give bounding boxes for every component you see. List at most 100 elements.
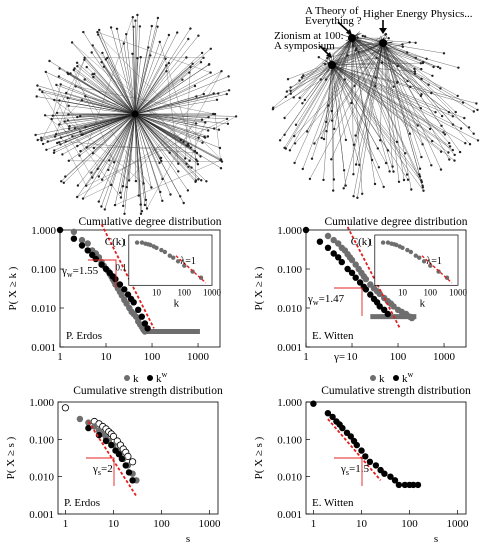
network-node bbox=[40, 136, 43, 139]
network-edge bbox=[331, 62, 423, 66]
network-node bbox=[76, 195, 79, 199]
network-node bbox=[475, 102, 478, 105]
network-node bbox=[76, 65, 79, 68]
network-node bbox=[197, 136, 200, 139]
network-node bbox=[202, 92, 205, 96]
inset-x-tick-label: 100 bbox=[178, 287, 192, 297]
network-edge bbox=[351, 37, 432, 94]
network-edge bbox=[80, 113, 136, 152]
inset-x-axis-label: k bbox=[420, 297, 426, 309]
y-tick-label: 0.100 bbox=[29, 434, 54, 446]
network-node bbox=[322, 137, 326, 141]
network-node bbox=[430, 164, 433, 167]
y-tick-label: 0.100 bbox=[277, 264, 302, 276]
network-node bbox=[189, 146, 192, 149]
y-tick-label: 1.000 bbox=[29, 397, 54, 409]
network-node bbox=[454, 110, 457, 114]
data-point-kw bbox=[144, 325, 151, 332]
network-node bbox=[406, 51, 409, 54]
network-node bbox=[136, 57, 139, 60]
network-edge bbox=[134, 113, 189, 145]
network-edge bbox=[134, 113, 198, 162]
network-node bbox=[119, 191, 122, 194]
network-node bbox=[199, 61, 203, 64]
network-node bbox=[113, 203, 117, 207]
network-node bbox=[354, 134, 357, 137]
network-node bbox=[420, 180, 423, 184]
data-point-kw bbox=[98, 261, 105, 268]
network-node bbox=[413, 70, 417, 73]
network-node bbox=[200, 179, 203, 182]
network-edge bbox=[331, 64, 462, 129]
network-edge bbox=[77, 113, 214, 198]
label-theory-2: Everything ? bbox=[305, 15, 362, 27]
network-node bbox=[320, 136, 323, 140]
x-tick-label: 100 bbox=[390, 351, 407, 363]
network-node bbox=[197, 34, 200, 37]
network-node bbox=[226, 122, 230, 126]
network-node bbox=[397, 180, 401, 183]
network-edge bbox=[114, 113, 136, 206]
network-edge bbox=[134, 113, 163, 180]
network-edge bbox=[351, 37, 398, 142]
network-node bbox=[218, 146, 222, 150]
network-edge bbox=[43, 113, 136, 145]
data-point-black bbox=[401, 481, 409, 489]
network-node bbox=[447, 151, 450, 154]
network-node bbox=[324, 62, 327, 66]
inset-fit-line bbox=[175, 255, 207, 284]
network-node bbox=[194, 122, 198, 125]
network-node bbox=[283, 146, 286, 149]
network-node bbox=[100, 205, 103, 208]
network-edge bbox=[331, 45, 354, 66]
arrowhead-theory bbox=[346, 29, 352, 35]
network-hub bbox=[328, 61, 336, 69]
network-edge bbox=[49, 60, 136, 115]
network-node bbox=[344, 138, 348, 142]
network-node bbox=[71, 135, 74, 138]
network-node bbox=[179, 138, 182, 142]
network-node bbox=[451, 148, 454, 152]
data-point-kw bbox=[138, 313, 145, 320]
network-node bbox=[293, 161, 296, 165]
network-node bbox=[101, 51, 104, 55]
network-node bbox=[388, 170, 391, 173]
network-edge bbox=[134, 57, 187, 115]
network-node bbox=[138, 25, 142, 28]
y-tick-label: 0.010 bbox=[277, 472, 302, 484]
inset-data-point bbox=[417, 255, 422, 260]
network-edge bbox=[134, 113, 141, 205]
network-node bbox=[284, 95, 287, 99]
data-point-kw bbox=[348, 269, 356, 276]
network-node bbox=[55, 111, 59, 115]
network-node bbox=[204, 121, 207, 124]
network-edge bbox=[134, 113, 152, 188]
inset-data-point bbox=[148, 242, 153, 248]
network-node bbox=[352, 143, 356, 146]
network-edge bbox=[59, 100, 83, 125]
network-node bbox=[67, 104, 70, 108]
network-node bbox=[343, 78, 347, 81]
network-edge bbox=[134, 113, 197, 124]
panel-author-label: P. Erdos bbox=[66, 330, 102, 342]
network-edge bbox=[98, 34, 222, 160]
network-edge bbox=[74, 68, 136, 115]
network-node bbox=[85, 184, 88, 187]
network-node bbox=[107, 168, 110, 172]
network-edge bbox=[134, 113, 228, 120]
data-point-black bbox=[115, 451, 123, 458]
data-point-kw bbox=[376, 303, 383, 310]
network-node bbox=[286, 78, 290, 81]
network-edge bbox=[331, 64, 416, 72]
inset-x-tick-label: 1000 bbox=[203, 287, 222, 297]
network-node bbox=[440, 114, 444, 118]
network-node bbox=[197, 178, 200, 181]
y-tick-label: 0.100 bbox=[277, 434, 302, 446]
network-node bbox=[182, 140, 185, 144]
data-point-k bbox=[376, 290, 383, 298]
data-point-kw bbox=[135, 306, 142, 313]
network-edge bbox=[69, 113, 136, 127]
network-edge bbox=[108, 113, 136, 170]
network-edge bbox=[351, 37, 433, 76]
